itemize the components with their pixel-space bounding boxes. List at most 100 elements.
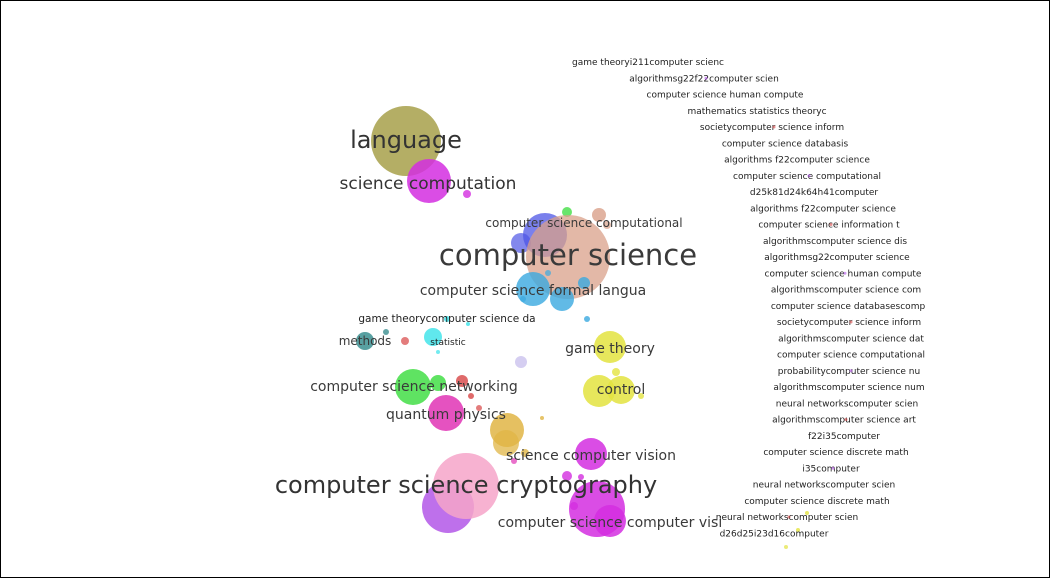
right-column-label[interactable]: algorithms f22computer science [724, 156, 870, 166]
right-column-label[interactable]: algorithms f22computer science [750, 204, 896, 214]
right-column-label[interactable]: algorithmsg22f22computer scien [629, 74, 779, 84]
bubble-node[interactable] [466, 322, 470, 326]
right-column-dot [807, 174, 811, 178]
label-computer-science-cryptography[interactable]: computer science cryptography [275, 471, 657, 499]
right-column-label[interactable]: societycomputer science inform [777, 318, 921, 328]
bubble-node[interactable] [515, 356, 527, 368]
bubble-node[interactable] [594, 331, 626, 363]
right-column-label[interactable]: computer science information t [758, 221, 900, 231]
bubbles-layer [356, 106, 809, 549]
bubble-node[interactable] [805, 511, 809, 515]
label-game-theory[interactable]: game theory [565, 341, 655, 357]
bubble-node[interactable] [603, 221, 611, 229]
right-column-label[interactable]: algorithmscomputer science com [771, 286, 921, 296]
bubble-node[interactable] [570, 502, 578, 510]
right-column-label[interactable]: societycomputer science inform [700, 123, 844, 133]
bubble-node[interactable] [578, 277, 590, 289]
bubble-node[interactable] [607, 376, 635, 404]
bubble-node[interactable] [468, 393, 474, 399]
bubble-node[interactable] [356, 332, 374, 350]
bubble-node[interactable] [493, 430, 519, 456]
label-control[interactable]: control [597, 382, 646, 398]
bubble-node[interactable] [395, 369, 431, 405]
bubble-node[interactable] [612, 368, 620, 376]
label-computer-science[interactable]: computer science [439, 238, 697, 272]
label-science-computer-vision[interactable]: science computer vision [506, 448, 676, 464]
bubble-node[interactable] [430, 375, 446, 391]
label-methods[interactable]: methods [339, 334, 392, 348]
bubble-node[interactable] [784, 545, 788, 549]
right-column-label[interactable]: d25k81d24k64h41computer [750, 188, 879, 198]
label-computer-science-computer-visi[interactable]: computer science computer visi [498, 515, 722, 531]
right-column-dot [772, 125, 776, 129]
label-language[interactable]: language [350, 126, 462, 154]
label-game-theorycomputer-science-da[interactable]: game theorycomputer science da [358, 313, 535, 325]
bubble-node[interactable] [540, 416, 544, 420]
right-column-label[interactable]: neural networkscomputer scien [753, 481, 895, 491]
right-column-label[interactable]: algorithmscomputer science dis [763, 237, 907, 247]
right-column-dot [849, 320, 853, 324]
right-column-label[interactable]: i35computer [802, 464, 860, 474]
bubble-node[interactable] [433, 453, 499, 519]
bubble-node[interactable] [456, 375, 468, 387]
right-column-label[interactable]: probabilitycomputer science nu [778, 367, 920, 377]
right-column-label[interactable]: computer science databasis [722, 139, 849, 149]
bubble-node[interactable] [383, 329, 389, 335]
right-column-label[interactable]: f22i35computer [808, 432, 880, 442]
right-column-label[interactable]: computer science computational [777, 351, 925, 361]
bubble-node[interactable] [796, 528, 800, 532]
bubble-node[interactable] [371, 106, 441, 176]
label-statistic[interactable]: statistic [430, 338, 465, 348]
bubble-node[interactable] [594, 505, 626, 537]
bubble-node[interactable] [638, 393, 644, 399]
right-column-label[interactable]: mathematics statistics theoryc [687, 107, 826, 117]
label-computer-science-formal-langua[interactable]: computer science formal langua [420, 283, 646, 299]
bubble-node[interactable] [407, 159, 451, 203]
label-science-computation[interactable]: science computation [340, 174, 517, 194]
right-column-label[interactable]: d26d25i23d16computer [720, 529, 829, 539]
bubble-node[interactable] [584, 316, 590, 322]
label-computer-science-computational[interactable]: computer science computational [485, 216, 682, 230]
bubble-node[interactable] [592, 208, 606, 222]
right-column-dot [704, 76, 708, 80]
bubble-node[interactable] [424, 328, 442, 346]
bubble-node[interactable] [511, 233, 531, 253]
bubble-node[interactable] [463, 190, 471, 198]
label-quantum-physics[interactable]: quantum physics [386, 407, 506, 423]
right-column-label[interactable]: computer science databasescomp [771, 302, 926, 312]
bubble-node[interactable] [526, 215, 610, 299]
bubble-node[interactable] [575, 438, 607, 470]
right-column-label[interactable]: computer science computational [733, 172, 881, 182]
bubble-node[interactable] [476, 405, 482, 411]
right-column-label[interactable]: algorithmscomputer science num [773, 383, 924, 393]
right-column-label[interactable]: algorithmscomputer science dat [778, 334, 924, 344]
right-column-label[interactable]: game theoryi211computer scienc [572, 58, 724, 68]
label-computer-science-networking[interactable]: computer science networking [310, 379, 518, 395]
bubble-node[interactable] [401, 337, 409, 345]
right-column-label[interactable]: algorithmsg22computer science [764, 253, 910, 263]
right-column-label[interactable]: computer science human compute [765, 269, 922, 279]
right-column-label[interactable]: neural networkscomputer scien [716, 513, 858, 523]
bubble-node[interactable] [562, 471, 572, 481]
bubble-node[interactable] [511, 458, 517, 464]
bubble-node[interactable] [521, 449, 529, 457]
right-column-label[interactable]: computer science discrete math [744, 497, 889, 507]
right-column-label[interactable]: computer science human compute [647, 91, 804, 101]
bubble-node[interactable] [436, 350, 440, 354]
right-column-dot [787, 515, 791, 519]
bubble-node[interactable] [520, 296, 526, 302]
bubble-node[interactable] [562, 207, 572, 217]
right-column-label[interactable]: algorithmscomputer science art [772, 416, 916, 426]
right-column-dot [844, 418, 848, 421]
bubble-node[interactable] [550, 287, 574, 311]
bubble-node[interactable] [545, 270, 551, 276]
bubble-node[interactable] [583, 375, 615, 407]
right-column-label[interactable]: neural networkscomputer scien [776, 399, 918, 409]
bubble-node[interactable] [428, 395, 464, 431]
right-column-labels: game theoryi211computer scienc algorithms… [572, 58, 925, 539]
bubble-node[interactable] [444, 316, 450, 322]
right-column-label[interactable]: computer science discrete math [763, 448, 908, 458]
bubble-node[interactable] [578, 474, 584, 480]
